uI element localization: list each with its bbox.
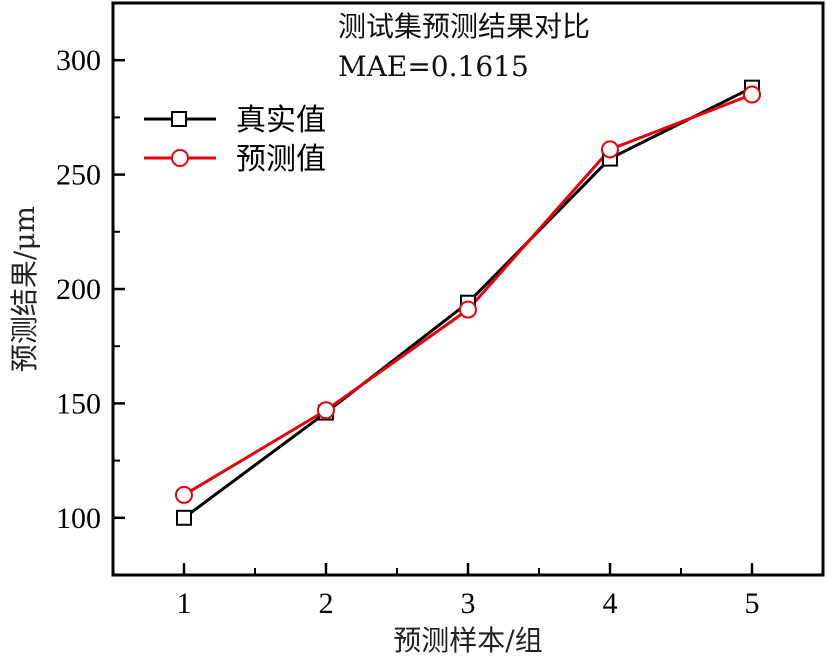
legend: 真实值 预测值 <box>144 103 326 177</box>
data-point-circle <box>601 140 619 159</box>
y-tick-label: 300 <box>56 44 101 77</box>
data-point-circle <box>175 485 193 504</box>
y-tick-label: 100 <box>56 502 101 535</box>
x-tick-label: 5 <box>745 587 760 620</box>
y-tick-label: 200 <box>56 273 101 306</box>
y-axis: 100 150 200 250 300 <box>56 2 125 576</box>
legend-label-true: 真实值 <box>236 103 326 138</box>
data-point-circle <box>317 401 335 420</box>
data-point-circle <box>459 300 477 319</box>
legend-label-pred: 预测值 <box>236 142 326 177</box>
x-tick-label: 4 <box>603 587 618 620</box>
x-axis-title: 预测样本/组 <box>393 624 542 657</box>
y-tick-label: 250 <box>56 159 101 192</box>
x-tick-label: 2 <box>319 587 334 620</box>
data-point-square <box>176 509 192 526</box>
x-axis: 1 2 3 4 5 <box>177 563 760 620</box>
annotation-title: 测试集预测结果对比 <box>338 10 590 43</box>
data-point-circle <box>743 85 761 104</box>
x-tick-label: 1 <box>177 587 192 620</box>
x-tick-label: 3 <box>461 587 476 620</box>
legend-marker-circle <box>171 149 189 167</box>
annotation-mae: MAE=0.1615 <box>338 50 529 83</box>
series-group <box>175 79 761 526</box>
y-axis-title: 预测结果/μm <box>8 206 41 372</box>
plot-frame <box>111 1 825 577</box>
legend-marker-square <box>171 111 187 127</box>
y-tick-label: 150 <box>56 387 101 420</box>
